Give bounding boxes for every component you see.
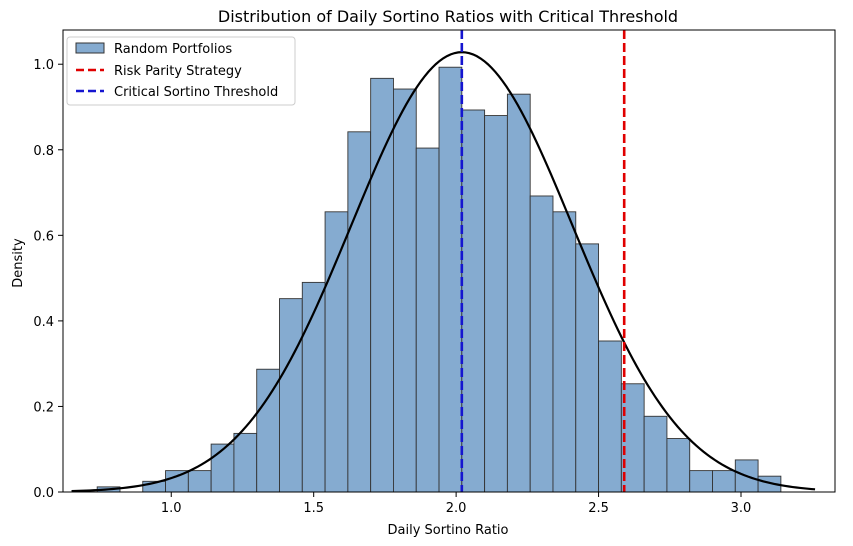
histogram-bar: [552, 211, 577, 493]
y-axis-label: Density: [11, 238, 26, 288]
normal-fit-curve: [71, 51, 816, 493]
histogram-bar: [643, 415, 668, 493]
legend-label-critical: Critical Sortino Threshold: [114, 85, 278, 100]
histogram-bar: [279, 298, 303, 493]
histogram-bar: [461, 109, 486, 493]
histogram-bar: [393, 88, 417, 493]
histogram-bar: [484, 115, 508, 493]
x-axis-label: Daily Sortino Ratio: [388, 523, 509, 538]
legend-frame: [66, 36, 296, 106]
x-tick-label: 2.5: [588, 501, 609, 516]
histogram-bar: [370, 77, 394, 493]
y-tick-label: 1.0: [33, 58, 54, 73]
histogram-bar: [666, 438, 691, 493]
y-tick-label: 0.0: [33, 486, 54, 501]
x-axis-ticks: 1.0 1.5 2.0 2.5 3.0: [161, 492, 751, 516]
y-tick-label: 0.6: [33, 229, 54, 244]
histogram-bar: [256, 368, 280, 493]
histogram-bar: [324, 211, 349, 493]
plot-border: [62, 29, 836, 493]
histogram-bar: [438, 66, 463, 493]
y-axis-ticks: 0.0 0.2 0.4 0.6 0.8 1.0: [33, 58, 63, 501]
histogram-bars: [96, 66, 782, 493]
histogram-bar: [529, 195, 554, 493]
y-tick-label: 0.4: [33, 315, 54, 330]
histogram-bar: [506, 93, 531, 493]
y-tick-label: 0.2: [33, 400, 54, 415]
x-tick-label: 1.5: [303, 501, 324, 516]
histogram-bar: [689, 470, 713, 493]
histogram-bar: [187, 470, 212, 493]
histogram-bar: [712, 470, 736, 493]
histogram-bar: [210, 443, 235, 493]
histogram-bar: [415, 147, 440, 493]
legend: Random Portfolios Risk Parity Strategy C…: [66, 36, 296, 106]
legend-label-risk: Risk Parity Strategy: [114, 64, 242, 79]
y-tick-label: 0.8: [33, 144, 54, 159]
histogram-bar: [233, 432, 258, 493]
x-tick-label: 2.0: [446, 501, 467, 516]
histogram-bar: [598, 340, 622, 493]
legend-patch-random: [75, 42, 105, 54]
x-tick-label: 1.0: [161, 501, 182, 516]
legend-label-random: Random Portfolios: [114, 42, 232, 57]
x-tick-label: 3.0: [731, 501, 752, 516]
chart-title: Distribution of Daily Sortino Ratios wit…: [218, 7, 678, 26]
